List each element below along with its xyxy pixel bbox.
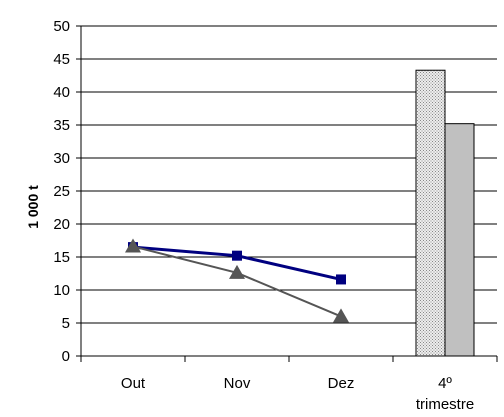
y-tick-label: 30	[53, 150, 70, 167]
x-tick-label: 4º	[438, 375, 452, 392]
gridlines	[81, 25, 497, 324]
y-tick-label: 40	[53, 84, 70, 101]
bar-series	[415, 69, 475, 357]
bar-4o-trimestre-1	[415, 69, 446, 357]
y-tick-label: 35	[53, 117, 70, 134]
x-tick-label: trimestre	[416, 396, 474, 413]
y-tick-label: 10	[53, 282, 70, 299]
data-point-square	[232, 250, 242, 261]
x-tick-label: Out	[121, 375, 146, 392]
data-point-triangle	[125, 238, 141, 253]
y-tick-label: 5	[62, 315, 70, 332]
x-tick-label: Dez	[328, 375, 355, 392]
data-point-triangle	[333, 308, 349, 323]
tick-labels: 0 5 10 15 20 25 30 35 40 45 50 Out Nov Dez 4º trimestre	[53, 18, 474, 413]
y-tick-label: 15	[53, 249, 70, 266]
bar-4o-trimestre-2	[444, 123, 475, 357]
y-tick-label: 25	[53, 183, 70, 200]
y-axis-label: 1 000 t	[25, 185, 41, 229]
y-tick-label: 50	[53, 18, 70, 35]
data-point-square	[336, 274, 346, 285]
data-point-triangle	[229, 264, 245, 279]
y-tick-label: 45	[53, 51, 70, 68]
y-tick-label: 0	[62, 348, 70, 365]
y-tick-label: 20	[53, 216, 70, 233]
line-series	[125, 238, 349, 323]
x-tick-label: Nov	[224, 375, 251, 392]
